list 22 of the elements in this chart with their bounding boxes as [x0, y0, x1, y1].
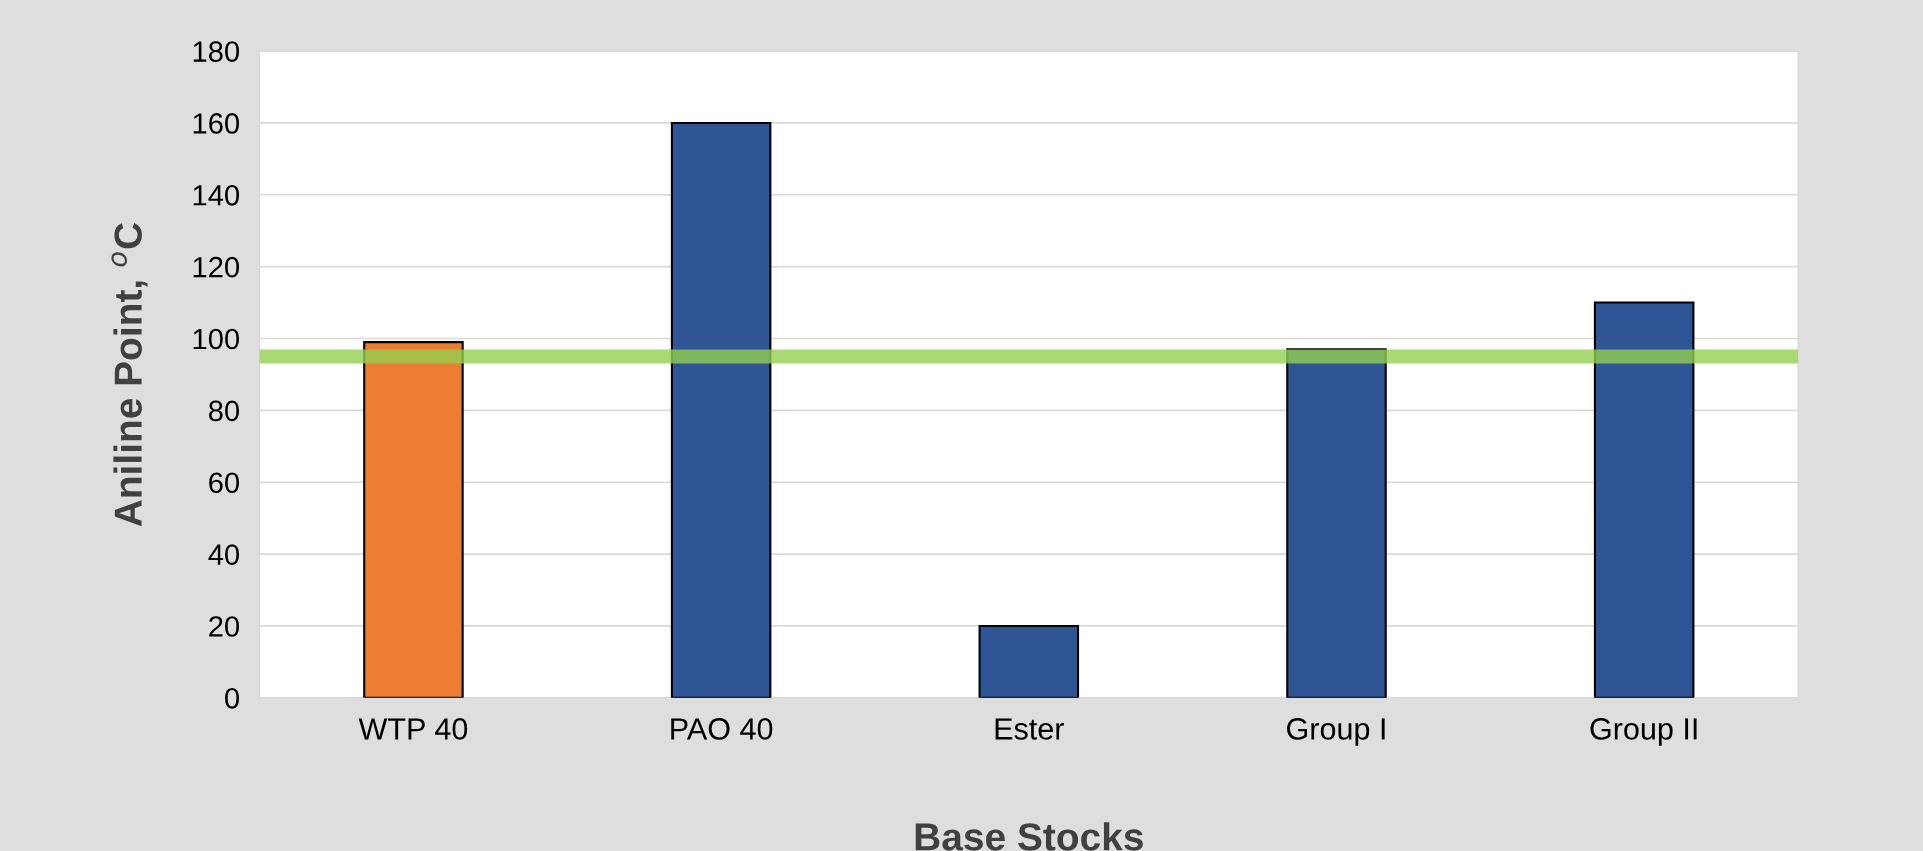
- x-tick-label: Ester: [995, 718, 1064, 740]
- bar: [1286, 348, 1387, 698]
- bar: [978, 624, 1080, 698]
- y-tick-label: 140: [193, 184, 240, 206]
- x-tick-label: Group I: [1287, 718, 1385, 746]
- y-tick-label: 80: [208, 400, 240, 422]
- y-tick-label: 120: [193, 256, 240, 278]
- x-tick-label: PAO 40: [671, 718, 773, 740]
- y-tick-label: 100: [193, 328, 240, 350]
- x-tick-label: WTP 40: [358, 718, 468, 740]
- y-tick-label: 0: [225, 688, 240, 709]
- bar: [670, 121, 772, 698]
- y-tick-label: 40: [208, 544, 240, 565]
- bar: [363, 341, 464, 698]
- y-tick-label: 20: [209, 616, 240, 637]
- y-tick-label: 180: [193, 41, 240, 62]
- x-tick-label: Group II: [1590, 718, 1697, 746]
- x-axis-title: Base Stocks: [915, 822, 1143, 851]
- y-tick-label: 60: [209, 472, 240, 494]
- y-tick-label: 160: [193, 113, 240, 134]
- y-axis-title: Aniline Point, $^{o}$C: [111, 222, 148, 527]
- bar: [1593, 301, 1695, 698]
